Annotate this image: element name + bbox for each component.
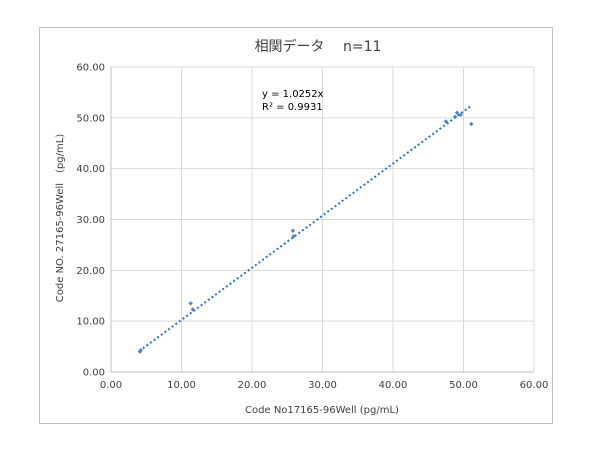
x-tick-label: 40.00: [379, 380, 408, 391]
trendline-equation: y = 1.0252x: [262, 89, 324, 100]
chart-area: [39, 27, 553, 424]
data-point: [443, 119, 449, 124]
y-tick-label: 10.00: [76, 317, 105, 328]
x-tick-label: 50.00: [449, 380, 478, 391]
x-axis-label: Code No17165-96Well (pg/mL): [245, 405, 399, 416]
trendline: [138, 105, 472, 352]
trendline-r2: R² = 0.9931: [262, 102, 323, 113]
data-point: [469, 121, 474, 127]
x-tick-labels: 0.00 10.00 20.00 30.00 40.00 50.00 60.00: [100, 380, 548, 391]
data-point: [290, 228, 296, 233]
y-tick-label: 60.00: [76, 63, 105, 74]
x-tick-label: 30.00: [308, 380, 337, 391]
y-axis-label: Code NO. 27165-96Well (pg/mL): [55, 134, 66, 303]
data-point: [138, 347, 143, 353]
y-tick-label: 0.00: [83, 368, 105, 379]
data-point: [188, 301, 193, 306]
data-point: [291, 234, 296, 239]
trendline-group: [138, 105, 472, 352]
y-tick-labels: 0.00 10.00 20.00 30.00 40.00 50.00 60.00: [76, 63, 105, 379]
points-group: [137, 110, 474, 354]
y-tick-label: 40.00: [76, 164, 105, 175]
data-point: [452, 114, 458, 120]
x-tick-label: 0.00: [100, 380, 122, 391]
data-point: [454, 110, 460, 115]
data-point: [458, 112, 463, 117]
y-tick-label: 50.00: [76, 113, 105, 124]
chart-title: 相関データ n=11: [255, 38, 382, 55]
y-tick-label: 20.00: [76, 266, 105, 277]
x-tick-label: 20.00: [238, 380, 267, 391]
x-tick-label: 10.00: [167, 380, 196, 391]
axes: [110, 67, 534, 373]
y-tick-label: 30.00: [76, 215, 105, 226]
x-tick-label: 60.00: [520, 380, 549, 391]
data-point: [190, 307, 195, 312]
